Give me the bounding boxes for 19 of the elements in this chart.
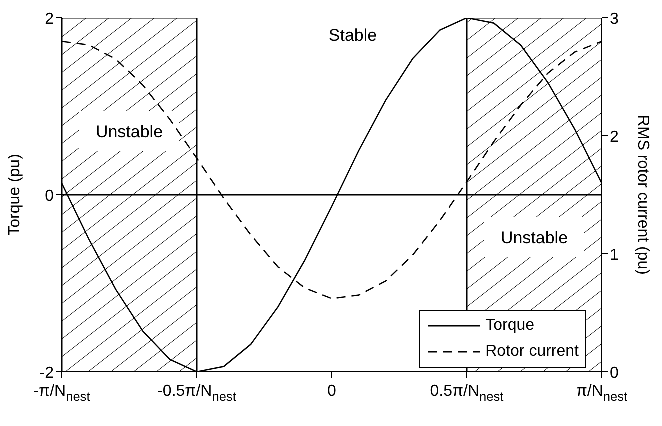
y-tick-label: -2 xyxy=(40,365,54,382)
y-tick-label: 0 xyxy=(45,188,54,205)
y-tick-label: 2 xyxy=(45,11,54,28)
band-label: Unstable xyxy=(500,228,568,248)
y2-axis-title: RMS rotor current (pu) xyxy=(634,114,652,276)
annotation: Stable xyxy=(328,26,378,45)
legend-label: Rotor current xyxy=(486,343,579,361)
band-label: Unstable xyxy=(96,122,164,142)
legend-label: Torque xyxy=(486,317,535,335)
x-tick-label: -π/N$_{nest}$ xyxy=(34,383,91,404)
y2-tick-label: 1 xyxy=(610,247,619,264)
y2-tick-label: 0 xyxy=(610,365,619,382)
x-tick-label: 0.5π/N$_{nest}$ xyxy=(430,383,504,404)
x-tick-label: 0 xyxy=(328,383,337,400)
y-axis-title: Torque (pu) xyxy=(6,154,24,236)
y2-tick-label: 2 xyxy=(610,129,619,146)
y2-tick-label: 3 xyxy=(610,11,619,28)
x-tick-label: -0.5π/N$_{nest}$ xyxy=(158,383,237,404)
x-tick-label: π/N$_{nest}$ xyxy=(576,383,628,404)
